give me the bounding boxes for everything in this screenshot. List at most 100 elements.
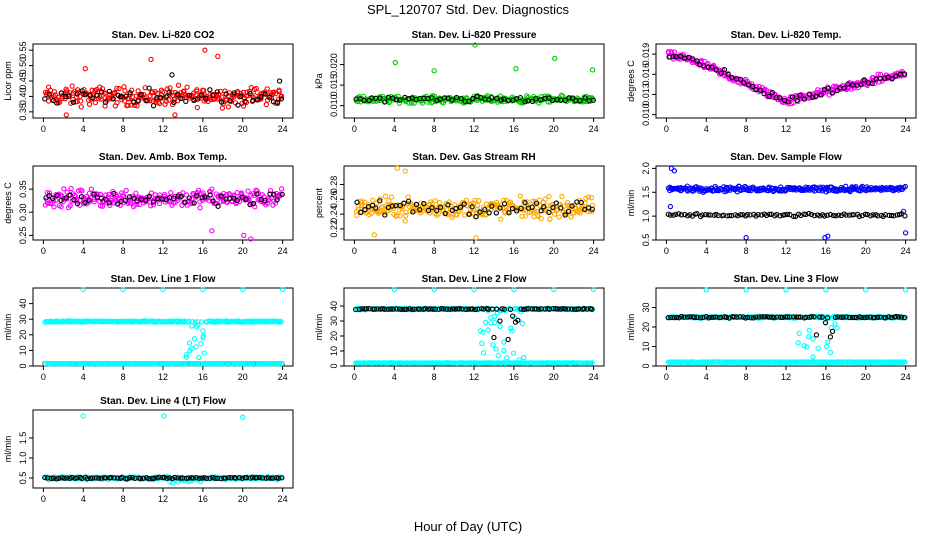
data-point xyxy=(183,192,190,198)
data-point xyxy=(453,205,459,212)
y-tick-label: 30 xyxy=(329,316,339,326)
x-tick-label: 4 xyxy=(392,124,397,134)
plot-frame xyxy=(655,165,917,241)
data-point xyxy=(87,92,93,98)
data-point xyxy=(362,207,368,213)
data-point xyxy=(240,286,246,293)
data-point xyxy=(801,343,807,349)
data-point xyxy=(96,475,102,481)
data-point xyxy=(189,318,196,325)
data-point xyxy=(82,66,88,72)
data-point xyxy=(186,340,193,346)
data-point xyxy=(518,306,524,312)
data-point xyxy=(758,212,765,218)
y-tick-label: 0.50 xyxy=(18,57,28,75)
data-point xyxy=(843,314,849,320)
data-point xyxy=(553,200,559,206)
data-point xyxy=(886,314,892,320)
data-point xyxy=(42,474,48,481)
data-point xyxy=(757,87,763,93)
data-point xyxy=(98,89,105,95)
data-point xyxy=(74,475,80,481)
data-point xyxy=(174,318,180,325)
data-point xyxy=(183,354,190,360)
panel-title: Stan. Dev. Li-820 CO2 xyxy=(112,30,215,41)
data-point xyxy=(810,336,816,342)
data-point xyxy=(279,191,285,198)
data-point xyxy=(70,99,77,105)
data-point xyxy=(146,85,152,91)
data-point xyxy=(533,200,540,206)
x-tick-label: 8 xyxy=(744,246,749,256)
y-tick-label: 0.22 xyxy=(329,220,339,238)
x-tick-label: 4 xyxy=(704,246,709,256)
data-point xyxy=(437,96,443,102)
data-point xyxy=(436,199,443,206)
data-point xyxy=(419,208,426,214)
data-point xyxy=(442,210,448,217)
data-point xyxy=(207,87,213,93)
x-tick-label: 12 xyxy=(469,246,479,256)
data-point xyxy=(705,61,711,67)
data-point xyxy=(713,314,719,320)
data-point xyxy=(859,314,865,321)
data-point xyxy=(90,95,96,101)
data-point xyxy=(824,212,830,218)
data-point xyxy=(354,212,360,219)
data-point xyxy=(432,198,438,204)
data-point xyxy=(257,474,263,481)
data-point xyxy=(361,97,367,104)
data-point xyxy=(401,306,408,313)
data-point xyxy=(562,97,568,103)
data-point xyxy=(78,104,84,110)
data-point xyxy=(668,314,674,321)
data-point xyxy=(200,286,206,293)
x-tick-label: 16 xyxy=(821,246,831,256)
data-point xyxy=(218,193,224,199)
data-point xyxy=(198,91,204,98)
data-point xyxy=(369,202,376,209)
data-point xyxy=(68,185,74,192)
data-point xyxy=(120,286,126,293)
data-point xyxy=(555,306,561,312)
data-point xyxy=(505,97,512,104)
y-tick-label: 10 xyxy=(329,346,339,356)
data-point xyxy=(552,55,558,62)
data-point xyxy=(471,286,477,293)
data-point xyxy=(201,475,207,481)
data-point xyxy=(517,193,524,199)
x-tick-label: 24 xyxy=(278,372,288,382)
data-point xyxy=(671,49,678,55)
data-point xyxy=(56,100,62,106)
series-2 xyxy=(354,198,595,220)
data-point xyxy=(554,96,560,103)
data-point xyxy=(817,314,823,320)
data-point xyxy=(665,314,671,321)
data-point xyxy=(744,211,750,218)
data-point xyxy=(493,199,500,206)
data-point xyxy=(66,93,72,99)
data-point xyxy=(868,213,874,219)
data-point xyxy=(188,475,195,481)
data-point xyxy=(429,95,435,101)
data-point xyxy=(585,194,592,200)
data-point xyxy=(851,314,858,321)
data-point xyxy=(389,203,395,209)
data-point xyxy=(168,190,174,196)
data-point xyxy=(445,202,451,208)
data-point xyxy=(63,195,69,201)
data-point xyxy=(691,314,698,321)
data-point xyxy=(562,306,569,312)
data-point xyxy=(185,475,191,481)
data-point xyxy=(673,211,679,217)
y-axis-label: degrees C xyxy=(3,182,13,224)
data-point xyxy=(824,315,831,321)
data-point xyxy=(203,95,209,101)
data-point xyxy=(466,98,472,105)
data-point xyxy=(146,193,152,199)
data-point xyxy=(705,212,711,218)
data-point xyxy=(827,211,834,218)
data-point xyxy=(694,58,700,64)
data-point xyxy=(457,204,464,210)
data-point xyxy=(175,82,182,88)
